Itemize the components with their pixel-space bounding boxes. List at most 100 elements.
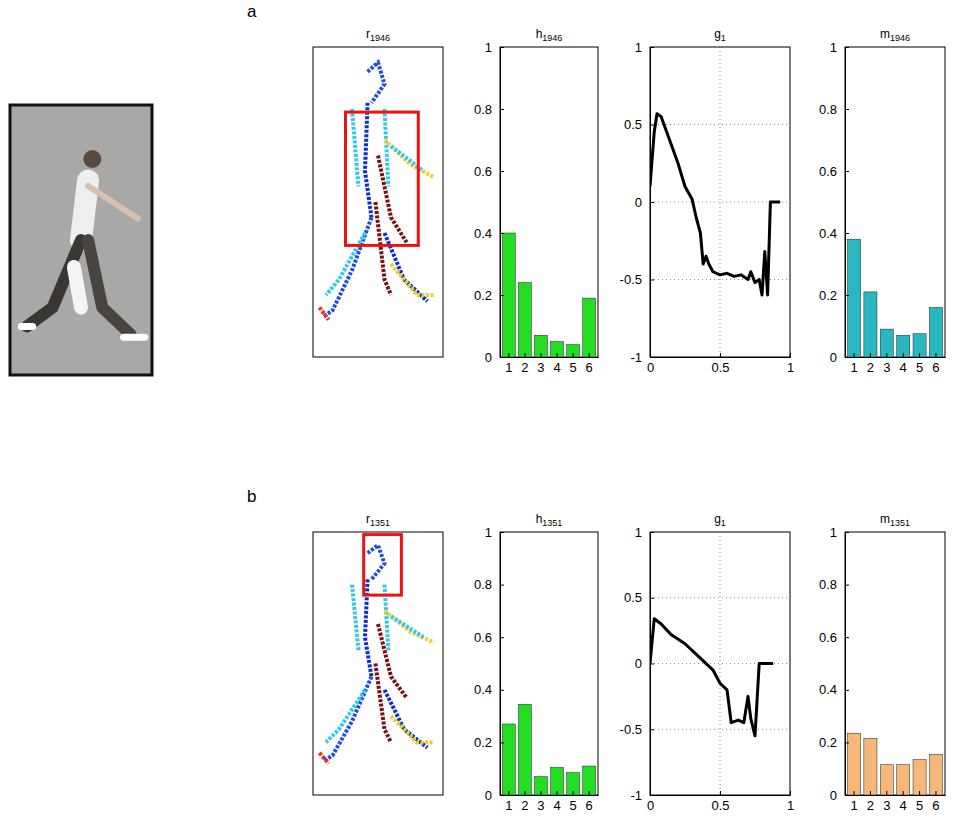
- tick: 1: [635, 525, 654, 540]
- tick: 3: [883, 353, 890, 375]
- tick: 5: [569, 353, 576, 375]
- tick-label: 5: [916, 360, 923, 375]
- image-pixels: [320, 307, 329, 319]
- tick: 0.4: [819, 226, 849, 241]
- panel: h135100.20.40.60.81123456: [474, 512, 599, 813]
- tick-mark: [720, 353, 721, 357]
- axis-line: [501, 795, 599, 796]
- tick: 0.5: [711, 791, 729, 813]
- tick: 0.4: [474, 226, 504, 241]
- tick-label: 1: [485, 525, 492, 540]
- tick-label: 6: [586, 798, 593, 813]
- axis-line: [501, 357, 599, 358]
- tick-label: 1: [635, 40, 642, 55]
- tick-label: 3: [883, 360, 890, 375]
- region-box: [346, 112, 419, 245]
- image-pixels: [385, 233, 428, 301]
- tick-mark: [845, 295, 849, 296]
- tick-mark: [886, 791, 887, 795]
- tick-mark: [650, 598, 654, 599]
- tick-label: 0: [647, 798, 654, 813]
- panel-title: r1946: [366, 27, 390, 43]
- tick-mark: [650, 125, 654, 126]
- plot-frame: [845, 47, 945, 357]
- tick-label: 4: [553, 798, 560, 813]
- image-pixels: [368, 545, 385, 579]
- marks: [502, 233, 595, 357]
- tick-mark: [500, 532, 504, 533]
- panel: r1946: [313, 27, 443, 357]
- tick: 0.5: [624, 590, 654, 605]
- tick: 1: [635, 40, 654, 55]
- tick-label: 2: [867, 360, 874, 375]
- tick: 3: [537, 791, 544, 813]
- tick: 0: [647, 353, 654, 375]
- tick-label: 2: [521, 798, 528, 813]
- tick-label: 2: [521, 360, 528, 375]
- tick: 2: [521, 353, 528, 375]
- tick: 4: [900, 791, 907, 813]
- tick-label: 0.8: [474, 577, 492, 592]
- tick-label: 0: [635, 656, 642, 671]
- tick-mark: [524, 791, 525, 795]
- tick-mark: [650, 353, 651, 357]
- tick-label: 6: [586, 360, 593, 375]
- tick-mark: [870, 791, 871, 795]
- bar: [847, 733, 860, 795]
- tick-label: 4: [900, 798, 907, 813]
- tick-label: 0.5: [711, 360, 729, 375]
- bar: [583, 298, 596, 357]
- photo: [10, 105, 152, 375]
- marks: [650, 619, 773, 736]
- bar: [880, 329, 893, 357]
- tick-label: 0.8: [819, 102, 837, 117]
- bar: [880, 765, 893, 795]
- image-pixels: [375, 664, 391, 743]
- tick-label: -0.5: [620, 272, 642, 287]
- tick: 0.8: [819, 577, 849, 592]
- photo-shape: [27, 240, 81, 326]
- grid-line: [650, 47, 790, 48]
- tick-label: 0.2: [474, 288, 492, 303]
- tick-label: 0.5: [624, 117, 642, 132]
- tick: 2: [867, 353, 874, 375]
- panel: m194600.20.40.60.81123456: [819, 27, 946, 375]
- panel-title: h1351: [536, 512, 563, 528]
- line: [650, 114, 780, 295]
- tick-label: 3: [883, 798, 890, 813]
- tick-mark: [845, 109, 849, 110]
- tick-label: 6: [932, 798, 939, 813]
- tick-label: 0.2: [819, 288, 837, 303]
- tick-mark: [540, 791, 541, 795]
- tick: 6: [586, 791, 593, 813]
- tick: 1: [830, 40, 849, 55]
- figure: r1946ah194600.20.40.60.81123456g1-1-0.50…: [0, 0, 968, 821]
- axis-line: [845, 48, 846, 358]
- y-axis: 00.20.40.60.81: [819, 525, 849, 803]
- tick-mark: [935, 791, 936, 795]
- photo-shape: [124, 334, 145, 341]
- tick-label: 4: [900, 360, 907, 375]
- tick: 0.4: [474, 682, 504, 697]
- tick-label: 0: [485, 788, 492, 803]
- tick-label: -0.5: [620, 722, 642, 737]
- tick: 5: [916, 353, 923, 375]
- tick-label: 5: [569, 360, 576, 375]
- photo-shape: [21, 323, 32, 330]
- tick-label: 0: [485, 350, 492, 365]
- tick-label: 5: [916, 798, 923, 813]
- panel: r1351: [313, 512, 443, 795]
- tick-mark: [524, 353, 525, 357]
- tick-label: 0.4: [474, 682, 492, 697]
- image-pixels: [368, 63, 385, 103]
- tick: 0.2: [819, 288, 849, 303]
- tick: 0.6: [819, 164, 849, 179]
- tick: 1: [505, 353, 512, 375]
- tick: 1: [850, 791, 857, 813]
- tick-label: 0.4: [819, 682, 837, 697]
- tick: 0.8: [819, 102, 849, 117]
- plot-frame: [500, 532, 598, 795]
- tick-mark: [919, 353, 920, 357]
- tick-mark: [500, 585, 504, 586]
- grid-line: [650, 597, 790, 598]
